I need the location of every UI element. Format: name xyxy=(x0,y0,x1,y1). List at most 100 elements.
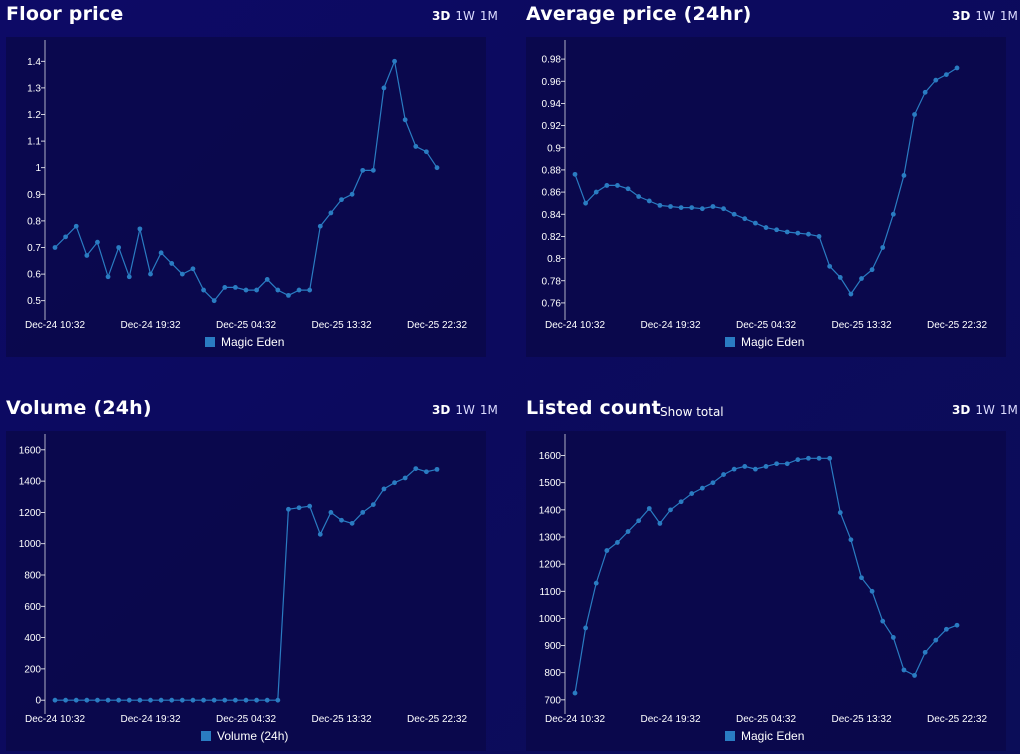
y-tick-label: 600 xyxy=(24,602,41,613)
data-point xyxy=(816,455,822,461)
data-point xyxy=(795,457,801,463)
data-point xyxy=(254,287,260,293)
timeframe-1m-button[interactable]: 1M xyxy=(999,9,1018,23)
timeframe-3d-button[interactable]: 3D xyxy=(952,403,971,417)
data-point xyxy=(116,245,122,250)
data-point xyxy=(84,697,90,703)
timeframe-1w-button[interactable]: 1W xyxy=(975,403,995,417)
data-point xyxy=(116,697,122,703)
y-tick-label: 400 xyxy=(24,633,41,644)
data-point xyxy=(296,505,302,511)
x-tick-label: Dec-24 19:32 xyxy=(640,320,700,331)
legend-label: Magic Eden xyxy=(221,335,284,349)
timeframe-3d-button[interactable]: 3D xyxy=(432,403,451,417)
timeframe-1w-button[interactable]: 1W xyxy=(455,403,475,417)
data-point xyxy=(190,266,196,272)
volume-plot-background xyxy=(6,431,486,751)
timeframe-3d-button[interactable]: 3D xyxy=(432,9,451,23)
data-point xyxy=(731,466,737,472)
x-tick-label: Dec-25 22:32 xyxy=(927,320,987,331)
x-tick-label: Dec-24 10:32 xyxy=(25,320,85,331)
timeframe-3d-button[interactable]: 3D xyxy=(952,9,971,23)
timeframe-1m-button[interactable]: 1M xyxy=(479,403,498,417)
data-point xyxy=(731,211,737,217)
data-point xyxy=(339,197,344,203)
data-point xyxy=(201,287,206,293)
data-point xyxy=(169,697,175,703)
legend-swatch xyxy=(201,731,211,741)
volume-timeframe-selector: 3D 1W 1M xyxy=(427,403,498,417)
listed-count-title: Listed count xyxy=(526,397,661,419)
y-tick-label: 900 xyxy=(544,641,561,652)
floor-price-chart: 0.5 0.6 0.7 0.8 0.9 1 1.1 1.2 1.3 1.4 Dec-24 10:32… xyxy=(25,40,467,349)
data-point xyxy=(232,697,238,703)
data-point xyxy=(710,204,716,209)
data-point xyxy=(954,65,960,71)
data-point xyxy=(806,455,811,461)
data-point xyxy=(275,697,281,703)
legend-swatch xyxy=(725,731,735,741)
y-tick-label: 0.94 xyxy=(542,99,562,110)
x-tick-label: Dec-24 19:32 xyxy=(640,714,700,725)
data-point xyxy=(254,697,260,703)
floor-price-title: Floor price xyxy=(6,3,124,25)
x-tick-label: Dec-25 22:32 xyxy=(407,320,467,331)
data-point xyxy=(668,204,673,209)
data-point xyxy=(381,486,387,492)
data-point xyxy=(763,225,769,230)
data-point xyxy=(328,510,334,515)
data-point xyxy=(211,697,217,703)
data-point xyxy=(943,72,949,77)
y-tick-label: 1400 xyxy=(539,505,562,516)
chart-group: 700 800 900 1000 1100 1200 1300 1400 1500 1600 Dec… xyxy=(539,434,987,743)
y-tick-label: 0.86 xyxy=(542,188,562,199)
timeframe-1m-button[interactable]: 1M xyxy=(479,9,498,23)
data-point xyxy=(721,472,726,477)
data-point xyxy=(625,186,631,192)
data-point xyxy=(190,697,196,703)
x-tick-label: Dec-25 04:32 xyxy=(216,320,276,331)
data-point xyxy=(392,480,397,486)
data-point xyxy=(646,198,652,204)
data-point xyxy=(604,183,610,188)
data-point xyxy=(572,171,578,177)
data-point xyxy=(275,287,281,293)
x-tick-label: Dec-25 13:32 xyxy=(311,320,371,331)
data-point xyxy=(604,548,610,553)
data-point xyxy=(148,271,153,277)
data-point xyxy=(943,626,949,632)
y-tick-label: 0.82 xyxy=(542,232,562,243)
data-point xyxy=(848,291,854,297)
data-point xyxy=(264,277,270,282)
x-tick-label: Dec-25 13:32 xyxy=(311,714,371,725)
data-point xyxy=(339,517,344,523)
chart-group: 0 200 400 600 800 1000 1200 1400 1600 Dec-24 10:3… xyxy=(19,434,467,743)
data-point xyxy=(296,287,302,293)
timeframe-1w-button[interactable]: 1W xyxy=(975,9,995,23)
data-point xyxy=(63,234,69,240)
data-point xyxy=(827,263,833,269)
data-point xyxy=(933,637,939,643)
y-tick-label: 1.3 xyxy=(27,83,41,94)
data-point xyxy=(95,697,100,703)
y-tick-label: 0.7 xyxy=(27,243,41,254)
data-point xyxy=(668,507,673,513)
data-point xyxy=(73,697,79,703)
chart-group: 0.5 0.6 0.7 0.8 0.9 1 1.1 1.2 1.3 1.4 Dec-24 10:32… xyxy=(25,40,467,349)
timeframe-1m-button[interactable]: 1M xyxy=(999,403,1018,417)
data-point xyxy=(721,206,726,212)
show-total-toggle[interactable]: Show total xyxy=(660,405,724,419)
timeframe-1w-button[interactable]: 1W xyxy=(455,9,475,23)
data-point xyxy=(699,485,705,491)
data-point xyxy=(105,697,111,703)
y-tick-label: 0.6 xyxy=(27,270,41,281)
x-tick-label: Dec-25 04:32 xyxy=(216,714,276,725)
data-point xyxy=(636,194,642,199)
series-line xyxy=(574,457,958,694)
data-point xyxy=(402,117,408,123)
data-point xyxy=(752,466,758,472)
data-point xyxy=(52,697,58,703)
data-point xyxy=(243,287,249,293)
data-point xyxy=(710,480,716,486)
y-tick-label: 0.8 xyxy=(27,216,41,227)
